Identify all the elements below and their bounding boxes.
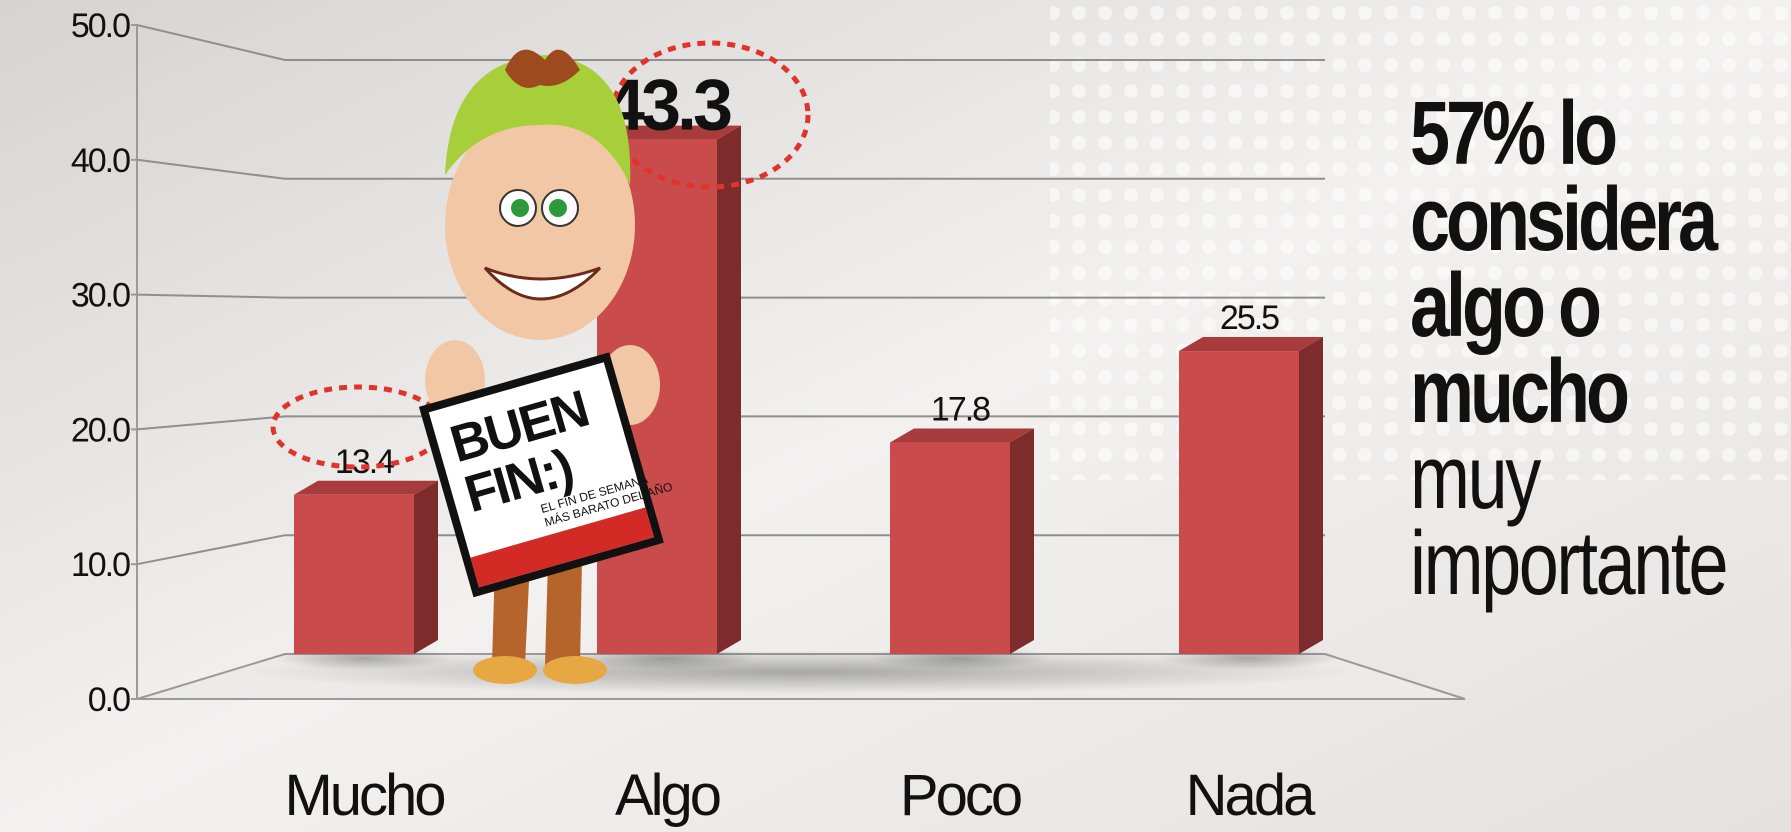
annotation-bold: mucho bbox=[1410, 341, 1628, 441]
mascot-pupil bbox=[549, 199, 567, 217]
bar-side bbox=[1010, 428, 1034, 654]
x-tick-label: Algo bbox=[615, 763, 720, 828]
bar-side bbox=[1299, 337, 1323, 654]
annotation-light: importante bbox=[1410, 513, 1726, 613]
mascot-shoe bbox=[543, 656, 607, 684]
bar-side bbox=[717, 125, 741, 654]
mascot-pupil bbox=[511, 199, 529, 217]
grid-line bbox=[136, 293, 1325, 299]
grid-line bbox=[136, 158, 1325, 180]
x-tick-label: Mucho bbox=[284, 763, 444, 828]
y-tick-label: 50.0 bbox=[71, 7, 130, 45]
x-tick-label: Poco bbox=[900, 763, 1021, 828]
y-tick-label: 20.0 bbox=[71, 411, 130, 449]
y-tick-label: 30.0 bbox=[71, 277, 130, 315]
bar-top bbox=[294, 480, 438, 495]
logo-band bbox=[470, 507, 654, 588]
annotation-light: muy bbox=[1410, 427, 1541, 527]
bar-top bbox=[597, 125, 741, 140]
mascot-shoe bbox=[473, 656, 537, 684]
mascot-mouth bbox=[483, 266, 602, 301]
bar-side bbox=[414, 480, 438, 654]
grid-line bbox=[136, 415, 1325, 431]
y-tick-label: 40.0 bbox=[71, 142, 130, 180]
bar bbox=[294, 494, 414, 654]
value-label: 13.4 bbox=[335, 443, 394, 481]
value-label: 17.8 bbox=[931, 391, 990, 429]
y-tick-label: 10.0 bbox=[71, 546, 130, 584]
mascot-hair bbox=[505, 49, 580, 88]
mascot-head bbox=[445, 110, 635, 340]
dot-pattern bbox=[1050, 0, 1791, 480]
annotation-bold: 57% lo bbox=[1410, 83, 1616, 183]
bar bbox=[890, 442, 1010, 654]
x-tick-label: Nada bbox=[1186, 763, 1316, 828]
bar-top bbox=[890, 428, 1034, 443]
mascot-cap bbox=[445, 55, 631, 185]
value-label: 25.5 bbox=[1220, 299, 1279, 337]
bar bbox=[1179, 351, 1299, 654]
annotation-bold: considera bbox=[1410, 169, 1719, 269]
plot-area: 0.010.020.030.040.050.013.4Mucho43.3Algo… bbox=[71, 7, 1466, 828]
mascot-legs bbox=[492, 560, 582, 665]
grid-line bbox=[136, 24, 1325, 61]
annotation-bold: algo o bbox=[1410, 255, 1600, 355]
bar-top bbox=[1179, 337, 1323, 352]
highlight bbox=[609, 40, 811, 190]
y-tick-label: 0.0 bbox=[88, 681, 130, 719]
